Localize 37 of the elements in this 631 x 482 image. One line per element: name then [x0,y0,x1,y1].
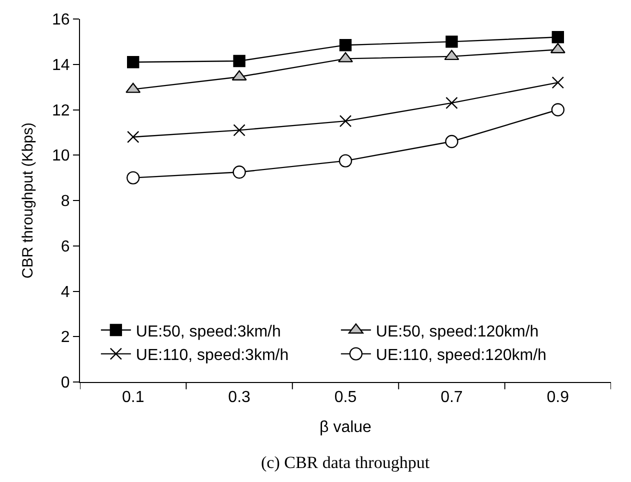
point [126,171,140,184]
point [127,56,140,68]
x-tick-label: 0.5 [334,389,357,406]
point [232,166,246,179]
y-tick-label: 2 [60,329,70,346]
y-tick-label: 16 [52,12,70,29]
y-tick-label: 10 [52,148,70,165]
point [339,38,352,52]
y-tick-label: 8 [60,193,70,210]
x-tick-label: 0.7 [440,389,463,406]
y-axis-title: CBR throughput (Kbps) [19,122,36,278]
point [233,54,246,68]
x-axis-title: β value [320,418,372,436]
legend-label: UE:50, speed:3km/h [136,323,281,340]
point [127,130,140,144]
x-tick-label: 0.3 [228,389,251,406]
y-tick-label: 12 [52,102,70,120]
y-tick-label: 6 [60,238,70,256]
y-tick-label: 4 [60,284,70,301]
point [445,134,458,148]
point [552,31,564,44]
legend-label: UE:110, speed:120km/h [376,347,546,364]
x-tick-label: 0.9 [546,389,570,406]
point [444,50,460,60]
y-tick-label: 14 [52,56,70,74]
point [552,76,564,89]
text: (c) CBR data throughput [261,453,430,472]
x-tick-label: 0.1 [122,389,144,406]
point [551,103,564,116]
legend-label: UE:110, speed:3km/h [136,347,289,364]
legend-label: UE:50, speed:120km/h [376,323,539,340]
y-tick-label: 0 [60,374,70,392]
point [446,96,458,110]
point [233,124,246,136]
point [339,114,352,128]
point [446,36,458,48]
point [338,154,352,168]
